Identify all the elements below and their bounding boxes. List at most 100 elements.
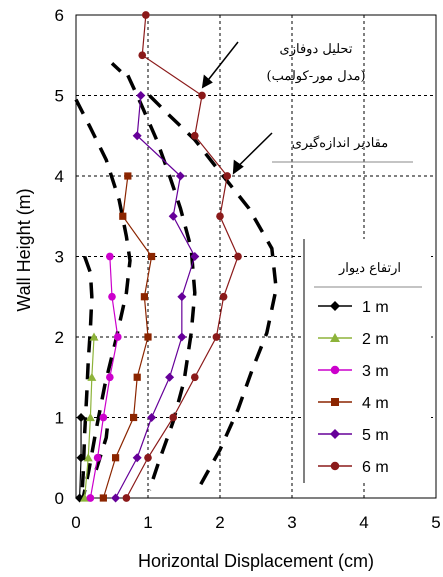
annotations: تحلیل دوفازی (مدل مور-کولمب) مقادیر اندازه… (201, 41, 413, 175)
data-point (124, 172, 132, 180)
data-point (87, 372, 97, 381)
data-point (76, 413, 86, 422)
data-point (99, 413, 108, 422)
data-point (93, 453, 102, 462)
legend-box (304, 239, 431, 483)
analysis-curve (110, 62, 122, 73)
legend-label: 6 m (362, 459, 389, 476)
data-point (198, 91, 206, 100)
data-point (148, 252, 156, 261)
legend-item: 6 m (318, 459, 389, 476)
data-point (113, 333, 122, 341)
arrowhead (232, 159, 244, 175)
data-point (177, 332, 187, 342)
data-point (165, 372, 175, 382)
y-axis-title: Wall Height (m) (14, 188, 34, 311)
data-point (132, 131, 142, 141)
data-point (76, 453, 86, 463)
data-point (330, 301, 340, 311)
legend-item: 5 m (318, 427, 389, 444)
y-tick-label: 6 (55, 6, 64, 25)
x-tick-label: 5 (431, 513, 440, 532)
data-point (132, 453, 142, 463)
plot-frame (75, 14, 437, 499)
data-point (175, 171, 185, 181)
data-point (234, 252, 242, 261)
series-3m (86, 252, 122, 502)
data-point (190, 373, 199, 382)
data-point (112, 454, 120, 462)
data-point (99, 494, 107, 502)
x-tick-label: 3 (287, 513, 296, 532)
data-point (168, 211, 178, 221)
data-point (219, 292, 228, 301)
y-tick-label: 0 (55, 489, 64, 508)
y-tick-label: 3 (55, 248, 64, 267)
data-point (169, 413, 178, 422)
legend-label: 1 m (362, 299, 389, 316)
data-point (223, 172, 232, 180)
measured-series (75, 11, 242, 503)
analysis-curve (74, 98, 132, 499)
data-point (190, 131, 199, 140)
series-4m (99, 172, 156, 502)
annotation-analysis-subtitle: (مدل مور-کولمب) (266, 69, 365, 84)
data-point (83, 453, 93, 462)
data-point (331, 398, 339, 406)
legend-item: 2 m (318, 331, 389, 348)
dashed-analysis-curves (74, 62, 278, 499)
legend-title: ارتفاع دیوار (338, 261, 401, 276)
annotation-measured: مقادیر اندازه‌گیری (292, 135, 388, 151)
legend-item: 3 m (318, 363, 389, 380)
data-point (86, 494, 95, 502)
data-point (108, 292, 116, 301)
data-point (190, 252, 200, 261)
data-point (130, 413, 138, 422)
series-6m (122, 11, 242, 502)
data-point (330, 461, 340, 471)
legend-label: 5 m (362, 427, 389, 444)
data-point (106, 252, 114, 261)
data-point (80, 493, 90, 502)
y-tick-label: 2 (55, 328, 64, 347)
analysis-curve (126, 74, 197, 491)
data-point (111, 493, 121, 503)
legend: ارتفاع دیوار 1 m 2 m 3 m 4 m 5 m 6 m (303, 239, 431, 483)
x-tick-label: 2 (215, 513, 224, 532)
legend-label: 3 m (362, 363, 389, 380)
series-2m (80, 332, 99, 502)
data-point (177, 292, 187, 302)
x-tick-label: 4 (359, 513, 368, 532)
legend-item: 1 m (318, 299, 389, 316)
legend-label: 4 m (362, 395, 389, 412)
x-tick-label: 1 (143, 513, 152, 532)
legend-item: 4 m (318, 395, 389, 412)
x-axis-title: Horizontal Displacement (cm) (138, 551, 374, 571)
series-1m (75, 413, 86, 503)
data-point (330, 365, 340, 375)
data-point (144, 333, 152, 341)
legend-label: 2 m (362, 331, 389, 348)
data-point (133, 373, 141, 381)
data-point (144, 453, 152, 462)
data-point (85, 413, 95, 422)
annotation-arrow (203, 41, 239, 86)
data-point (138, 51, 147, 60)
y-tick-label: 5 (55, 87, 64, 106)
data-point (89, 332, 99, 341)
analysis-curve (148, 94, 278, 487)
data-point (119, 212, 127, 220)
arrowhead (201, 74, 213, 89)
y-tick-label: 1 (55, 409, 64, 428)
data-point (142, 11, 150, 19)
annotation-analysis-title: تحلیل دوفازی (280, 42, 353, 57)
data-point (216, 212, 224, 221)
annotation-arrow (234, 132, 273, 171)
data-point (136, 91, 146, 100)
data-point (330, 333, 340, 342)
data-point (122, 494, 131, 502)
series-5m (111, 91, 200, 503)
data-point (330, 429, 340, 439)
data-point (140, 293, 148, 301)
